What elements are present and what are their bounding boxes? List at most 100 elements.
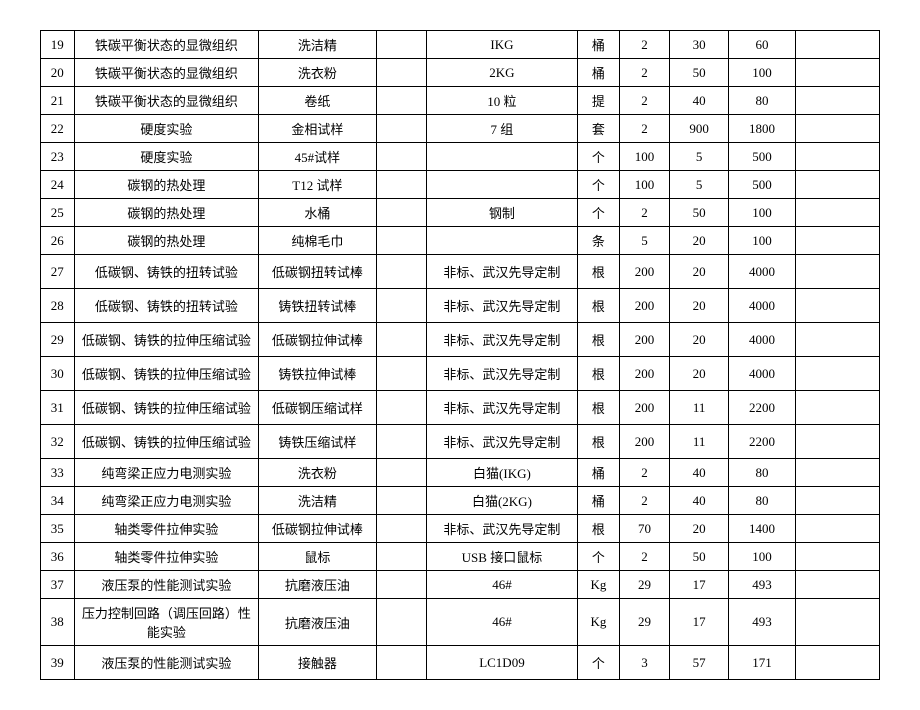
cell-spec: 钢制: [426, 199, 577, 227]
cell-unit: 根: [577, 289, 619, 323]
cell-unit: 个: [577, 199, 619, 227]
cell-blank1: [376, 87, 426, 115]
cell-blank1: [376, 31, 426, 59]
cell-blank2: [796, 459, 880, 487]
cell-price: 17: [670, 599, 729, 646]
cell-unit: 根: [577, 357, 619, 391]
cell-experiment: 碳钢的热处理: [74, 199, 259, 227]
cell-item: 抗磨液压油: [259, 571, 376, 599]
cell-item: 低碳钢扭转试棒: [259, 255, 376, 289]
table-row: 29低碳钢、铸铁的拉伸压缩试验低碳钢拉伸试棒非标、武汉先导定制根20020400…: [41, 323, 880, 357]
cell-qty: 200: [619, 323, 669, 357]
cell-blank2: [796, 171, 880, 199]
cell-total: 2200: [728, 425, 795, 459]
cell-blank2: [796, 87, 880, 115]
cell-experiment: 低碳钢、铸铁的拉伸压缩试验: [74, 323, 259, 357]
cell-qty: 2: [619, 487, 669, 515]
cell-experiment: 低碳钢、铸铁的扭转试验: [74, 289, 259, 323]
cell-blank1: [376, 289, 426, 323]
cell-spec: IKG: [426, 31, 577, 59]
cell-total: 100: [728, 227, 795, 255]
cell-price: 17: [670, 571, 729, 599]
cell-total: 100: [728, 59, 795, 87]
cell-price: 11: [670, 391, 729, 425]
cell-qty: 200: [619, 289, 669, 323]
cell-unit: 个: [577, 143, 619, 171]
cell-total: 4000: [728, 255, 795, 289]
cell-item: 洗衣粉: [259, 59, 376, 87]
cell-unit: 个: [577, 543, 619, 571]
cell-spec: USB 接口鼠标: [426, 543, 577, 571]
cell-spec: 10 粒: [426, 87, 577, 115]
cell-index: 31: [41, 391, 75, 425]
cell-blank2: [796, 515, 880, 543]
cell-spec: 白猫(IKG): [426, 459, 577, 487]
cell-experiment: 低碳钢、铸铁的拉伸压缩试验: [74, 357, 259, 391]
cell-experiment: 液压泵的性能测试实验: [74, 571, 259, 599]
cell-item: 铸铁拉伸试棒: [259, 357, 376, 391]
cell-total: 100: [728, 543, 795, 571]
cell-item: 鼠标: [259, 543, 376, 571]
cell-total: 4000: [728, 357, 795, 391]
table-row: 20铁碳平衡状态的显微组织洗衣粉2KG桶250100: [41, 59, 880, 87]
cell-total: 80: [728, 487, 795, 515]
cell-item: 洗洁精: [259, 31, 376, 59]
cell-blank2: [796, 599, 880, 646]
cell-total: 80: [728, 87, 795, 115]
cell-unit: 桶: [577, 459, 619, 487]
cell-blank2: [796, 143, 880, 171]
cell-index: 34: [41, 487, 75, 515]
cell-item: T12 试样: [259, 171, 376, 199]
table-row: 31低碳钢、铸铁的拉伸压缩试验低碳钢压缩试样非标、武汉先导定制根20011220…: [41, 391, 880, 425]
cell-qty: 29: [619, 599, 669, 646]
cell-blank1: [376, 599, 426, 646]
cell-index: 30: [41, 357, 75, 391]
cell-price: 50: [670, 543, 729, 571]
cell-spec: 非标、武汉先导定制: [426, 425, 577, 459]
cell-blank1: [376, 459, 426, 487]
cell-index: 19: [41, 31, 75, 59]
cell-index: 37: [41, 571, 75, 599]
cell-index: 20: [41, 59, 75, 87]
cell-blank1: [376, 543, 426, 571]
table-row: 26碳钢的热处理纯棉毛巾条520100: [41, 227, 880, 255]
cell-spec: 非标、武汉先导定制: [426, 515, 577, 543]
cell-price: 20: [670, 289, 729, 323]
cell-qty: 5: [619, 227, 669, 255]
cell-blank1: [376, 357, 426, 391]
cell-qty: 70: [619, 515, 669, 543]
cell-total: 4000: [728, 289, 795, 323]
cell-experiment: 铁碳平衡状态的显微组织: [74, 31, 259, 59]
cell-total: 1400: [728, 515, 795, 543]
cell-qty: 2: [619, 115, 669, 143]
cell-total: 1800: [728, 115, 795, 143]
cell-price: 20: [670, 323, 729, 357]
cell-blank1: [376, 255, 426, 289]
table-row: 36轴类零件拉伸实验鼠标USB 接口鼠标个250100: [41, 543, 880, 571]
cell-blank1: [376, 143, 426, 171]
cell-unit: Kg: [577, 599, 619, 646]
table-row: 22硬度实验金相试样7 组套29001800: [41, 115, 880, 143]
cell-spec: [426, 227, 577, 255]
table-row: 24碳钢的热处理T12 试样个1005500: [41, 171, 880, 199]
cell-total: 80: [728, 459, 795, 487]
cell-experiment: 纯弯梁正应力电测实验: [74, 487, 259, 515]
cell-index: 27: [41, 255, 75, 289]
cell-experiment: 低碳钢、铸铁的扭转试验: [74, 255, 259, 289]
cell-blank1: [376, 59, 426, 87]
cell-blank2: [796, 227, 880, 255]
cell-unit: 桶: [577, 31, 619, 59]
cell-item: 铸铁压缩试样: [259, 425, 376, 459]
cell-price: 20: [670, 357, 729, 391]
cell-qty: 2: [619, 543, 669, 571]
cell-qty: 29: [619, 571, 669, 599]
cell-blank2: [796, 115, 880, 143]
cell-unit: 桶: [577, 59, 619, 87]
cell-qty: 100: [619, 143, 669, 171]
cell-blank1: [376, 391, 426, 425]
cell-price: 11: [670, 425, 729, 459]
table-row: 34纯弯梁正应力电测实验洗洁精白猫(2KG)桶24080: [41, 487, 880, 515]
cell-qty: 200: [619, 425, 669, 459]
cell-spec: 非标、武汉先导定制: [426, 289, 577, 323]
cell-index: 21: [41, 87, 75, 115]
